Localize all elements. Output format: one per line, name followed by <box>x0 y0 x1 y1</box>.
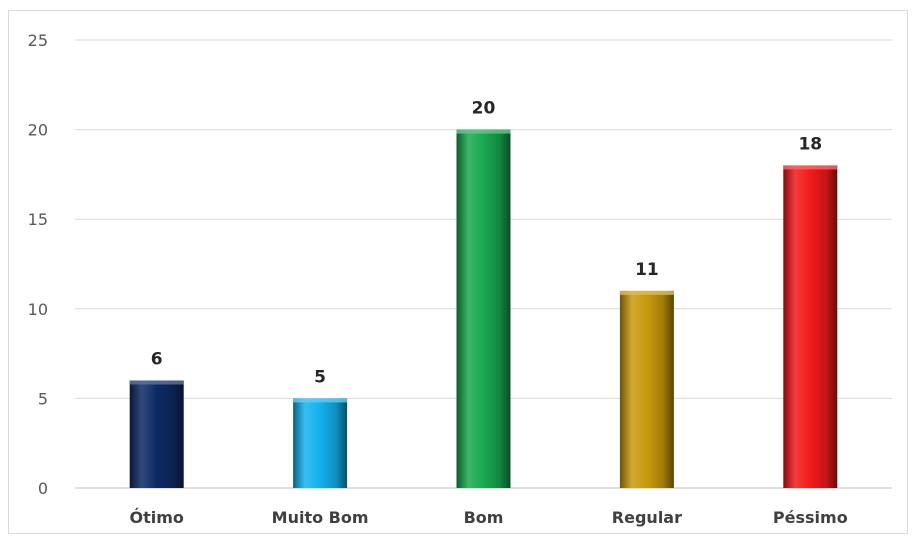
y-tick-label-20: 20 <box>28 121 48 140</box>
data-labels: 6 5 20 11 18 <box>151 99 822 388</box>
y-tick-label-15: 15 <box>28 210 48 229</box>
y-axis: 0 5 10 15 20 25 <box>28 31 48 498</box>
bar-4 <box>619 290 674 488</box>
data-label-2: 5 <box>314 367 326 387</box>
bar-5 <box>783 165 838 488</box>
bars <box>129 129 838 488</box>
y-tick-label-25: 25 <box>28 31 48 50</box>
bar-cap-4 <box>619 290 674 295</box>
category-label-2: Muito Bom <box>272 508 369 527</box>
bar-cap-5 <box>783 165 838 170</box>
data-label-5: 18 <box>798 134 822 154</box>
category-label-5: Péssimo <box>773 508 848 527</box>
y-tick-label-0: 0 <box>38 479 48 498</box>
bar-3 <box>456 129 511 488</box>
y-tick-label-10: 10 <box>28 300 48 319</box>
bar-cap-1 <box>129 380 184 385</box>
category-label-3: Bom <box>464 508 504 527</box>
category-label-4: Regular <box>612 508 682 527</box>
bar-cap-3 <box>456 129 511 134</box>
x-axis: Ótimo Muito Bom Bom Regular Péssimo <box>129 508 847 527</box>
category-label-1: Ótimo <box>129 508 183 527</box>
bar-2 <box>293 398 348 488</box>
data-label-3: 20 <box>472 99 496 119</box>
bar-1 <box>129 380 184 488</box>
y-tick-label-5: 5 <box>38 389 48 408</box>
data-label-1: 6 <box>151 349 163 369</box>
data-label-4: 11 <box>635 260 659 280</box>
bar-cap-2 <box>293 398 348 403</box>
